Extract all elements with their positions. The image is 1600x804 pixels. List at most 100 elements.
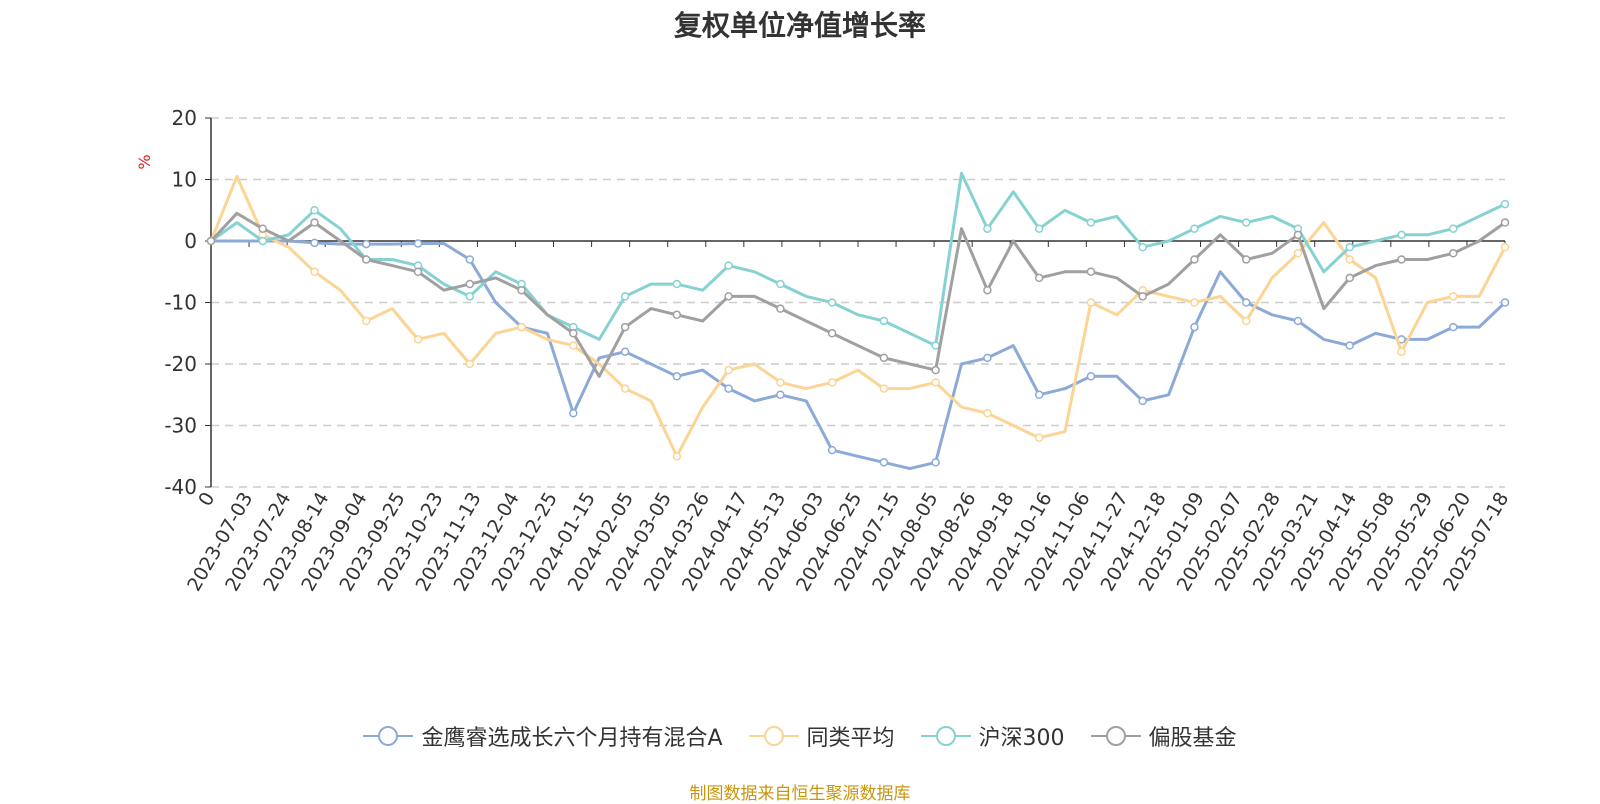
series-point-2 xyxy=(1500,199,1510,209)
series-point-2 xyxy=(879,316,889,326)
series-point-2 xyxy=(724,261,733,270)
series-point-3 xyxy=(517,285,526,295)
series-point-2 xyxy=(931,341,940,350)
y-tick-label: -20 xyxy=(164,352,197,376)
series-point-1 xyxy=(569,341,578,350)
series-point-0 xyxy=(827,445,837,455)
series-point-2 xyxy=(1138,242,1147,252)
series-point-0 xyxy=(310,238,319,248)
legend-marker-icon xyxy=(748,726,799,746)
series-point-2 xyxy=(672,279,682,289)
series-line-0 xyxy=(211,239,1507,471)
series-point-0 xyxy=(1293,316,1303,326)
series-point-3 xyxy=(1293,230,1303,240)
series-point-1 xyxy=(879,384,889,393)
series-line-3 xyxy=(209,211,1506,378)
series-point-1 xyxy=(1293,249,1303,258)
series-point-2 xyxy=(1034,224,1044,233)
series-point-1 xyxy=(465,359,475,369)
series-point-0 xyxy=(776,390,785,399)
series-point-2 xyxy=(310,206,319,215)
series-point-0 xyxy=(569,408,578,418)
grid-lines xyxy=(211,117,1505,488)
series-point-1 xyxy=(362,316,371,326)
series-point-0 xyxy=(672,372,682,381)
series-lines xyxy=(206,171,1510,471)
series-point-3 xyxy=(724,292,733,301)
x-tick-label: 0 xyxy=(194,489,219,510)
series-point-1 xyxy=(1190,298,1199,307)
series-point-1 xyxy=(827,378,837,387)
series-point-3 xyxy=(1448,249,1458,258)
series-point-1 xyxy=(1345,255,1354,264)
series-point-1 xyxy=(620,384,630,393)
series-point-3 xyxy=(413,267,423,276)
series-line-1 xyxy=(209,174,1507,458)
y-tick-label: -40 xyxy=(164,475,197,499)
series-point-1 xyxy=(1500,242,1510,252)
series-point-0 xyxy=(1190,322,1199,332)
data-source-note: 制图数据来自恒生聚源数据库 xyxy=(689,784,911,804)
series-point-1 xyxy=(983,408,992,418)
series-point-2 xyxy=(776,279,785,289)
series-point-0 xyxy=(1241,298,1251,307)
series-point-1 xyxy=(517,322,526,332)
legend-item-equity-funds[interactable]: 偏股基金 xyxy=(1090,720,1237,752)
series-point-3 xyxy=(206,236,216,246)
series-point-3 xyxy=(310,218,319,227)
series-point-0 xyxy=(1500,298,1510,307)
series-point-3 xyxy=(620,322,630,332)
series-point-3 xyxy=(1500,218,1510,227)
series-point-2 xyxy=(983,224,992,233)
series-point-3 xyxy=(569,329,578,338)
series-point-0 xyxy=(931,458,940,467)
y-axis-ticks: 20 10 0 -10 -20 -30 -40 xyxy=(164,106,211,499)
series-point-1 xyxy=(310,267,319,276)
series-point-2 xyxy=(258,236,268,246)
legend-label: 沪深300 xyxy=(978,726,1065,751)
series-point-3 xyxy=(465,279,475,289)
y-tick-label: 0 xyxy=(184,229,197,253)
series-point-1 xyxy=(672,452,682,461)
series-point-1 xyxy=(1034,433,1044,443)
legend-label: 同类平均 xyxy=(806,726,895,751)
series-point-0 xyxy=(1034,390,1044,399)
series-point-3 xyxy=(776,304,785,313)
series-point-0 xyxy=(879,458,889,467)
series-point-2 xyxy=(1086,218,1096,227)
legend-label: 偏股基金 xyxy=(1148,726,1237,751)
series-point-0 xyxy=(1448,322,1458,332)
series-point-1 xyxy=(724,365,733,375)
series-point-3 xyxy=(258,224,268,233)
series-point-3 xyxy=(1345,273,1354,283)
series-point-0 xyxy=(413,239,423,248)
legend: 金鹰睿选成长六个月持有混合A 同类平均 沪深300 偏股基金 xyxy=(0,720,1600,752)
series-point-3 xyxy=(672,310,682,320)
series-point-1 xyxy=(776,378,785,387)
series-point-3 xyxy=(1138,292,1147,301)
series-point-0 xyxy=(1138,396,1147,406)
legend-item-fund[interactable]: 金鹰睿选成长六个月持有混合A xyxy=(363,720,723,752)
series-point-3 xyxy=(1034,273,1044,283)
series-point-3 xyxy=(931,365,940,375)
legend-item-csi300[interactable]: 沪深300 xyxy=(920,720,1065,752)
series-point-0 xyxy=(620,347,630,356)
series-point-1 xyxy=(413,335,423,344)
series-point-1 xyxy=(1448,292,1458,301)
series-point-2 xyxy=(1397,230,1406,240)
legend-item-peer-average[interactable]: 同类平均 xyxy=(748,720,895,752)
y-tick-label: 20 xyxy=(172,106,197,130)
series-point-1 xyxy=(1397,347,1406,356)
series-point-3 xyxy=(1241,255,1251,264)
y-tick-label: -30 xyxy=(164,414,197,438)
legend-label: 金鹰睿选成长六个月持有混合A xyxy=(421,726,723,751)
series-point-3 xyxy=(1190,255,1199,264)
y-tick-label: 10 xyxy=(172,168,197,192)
series-point-0 xyxy=(465,255,475,264)
series-point-0 xyxy=(362,239,371,249)
series-point-0 xyxy=(724,384,733,393)
series-line-2 xyxy=(210,171,1506,348)
series-point-2 xyxy=(620,292,630,301)
series-point-2 xyxy=(1345,242,1354,252)
